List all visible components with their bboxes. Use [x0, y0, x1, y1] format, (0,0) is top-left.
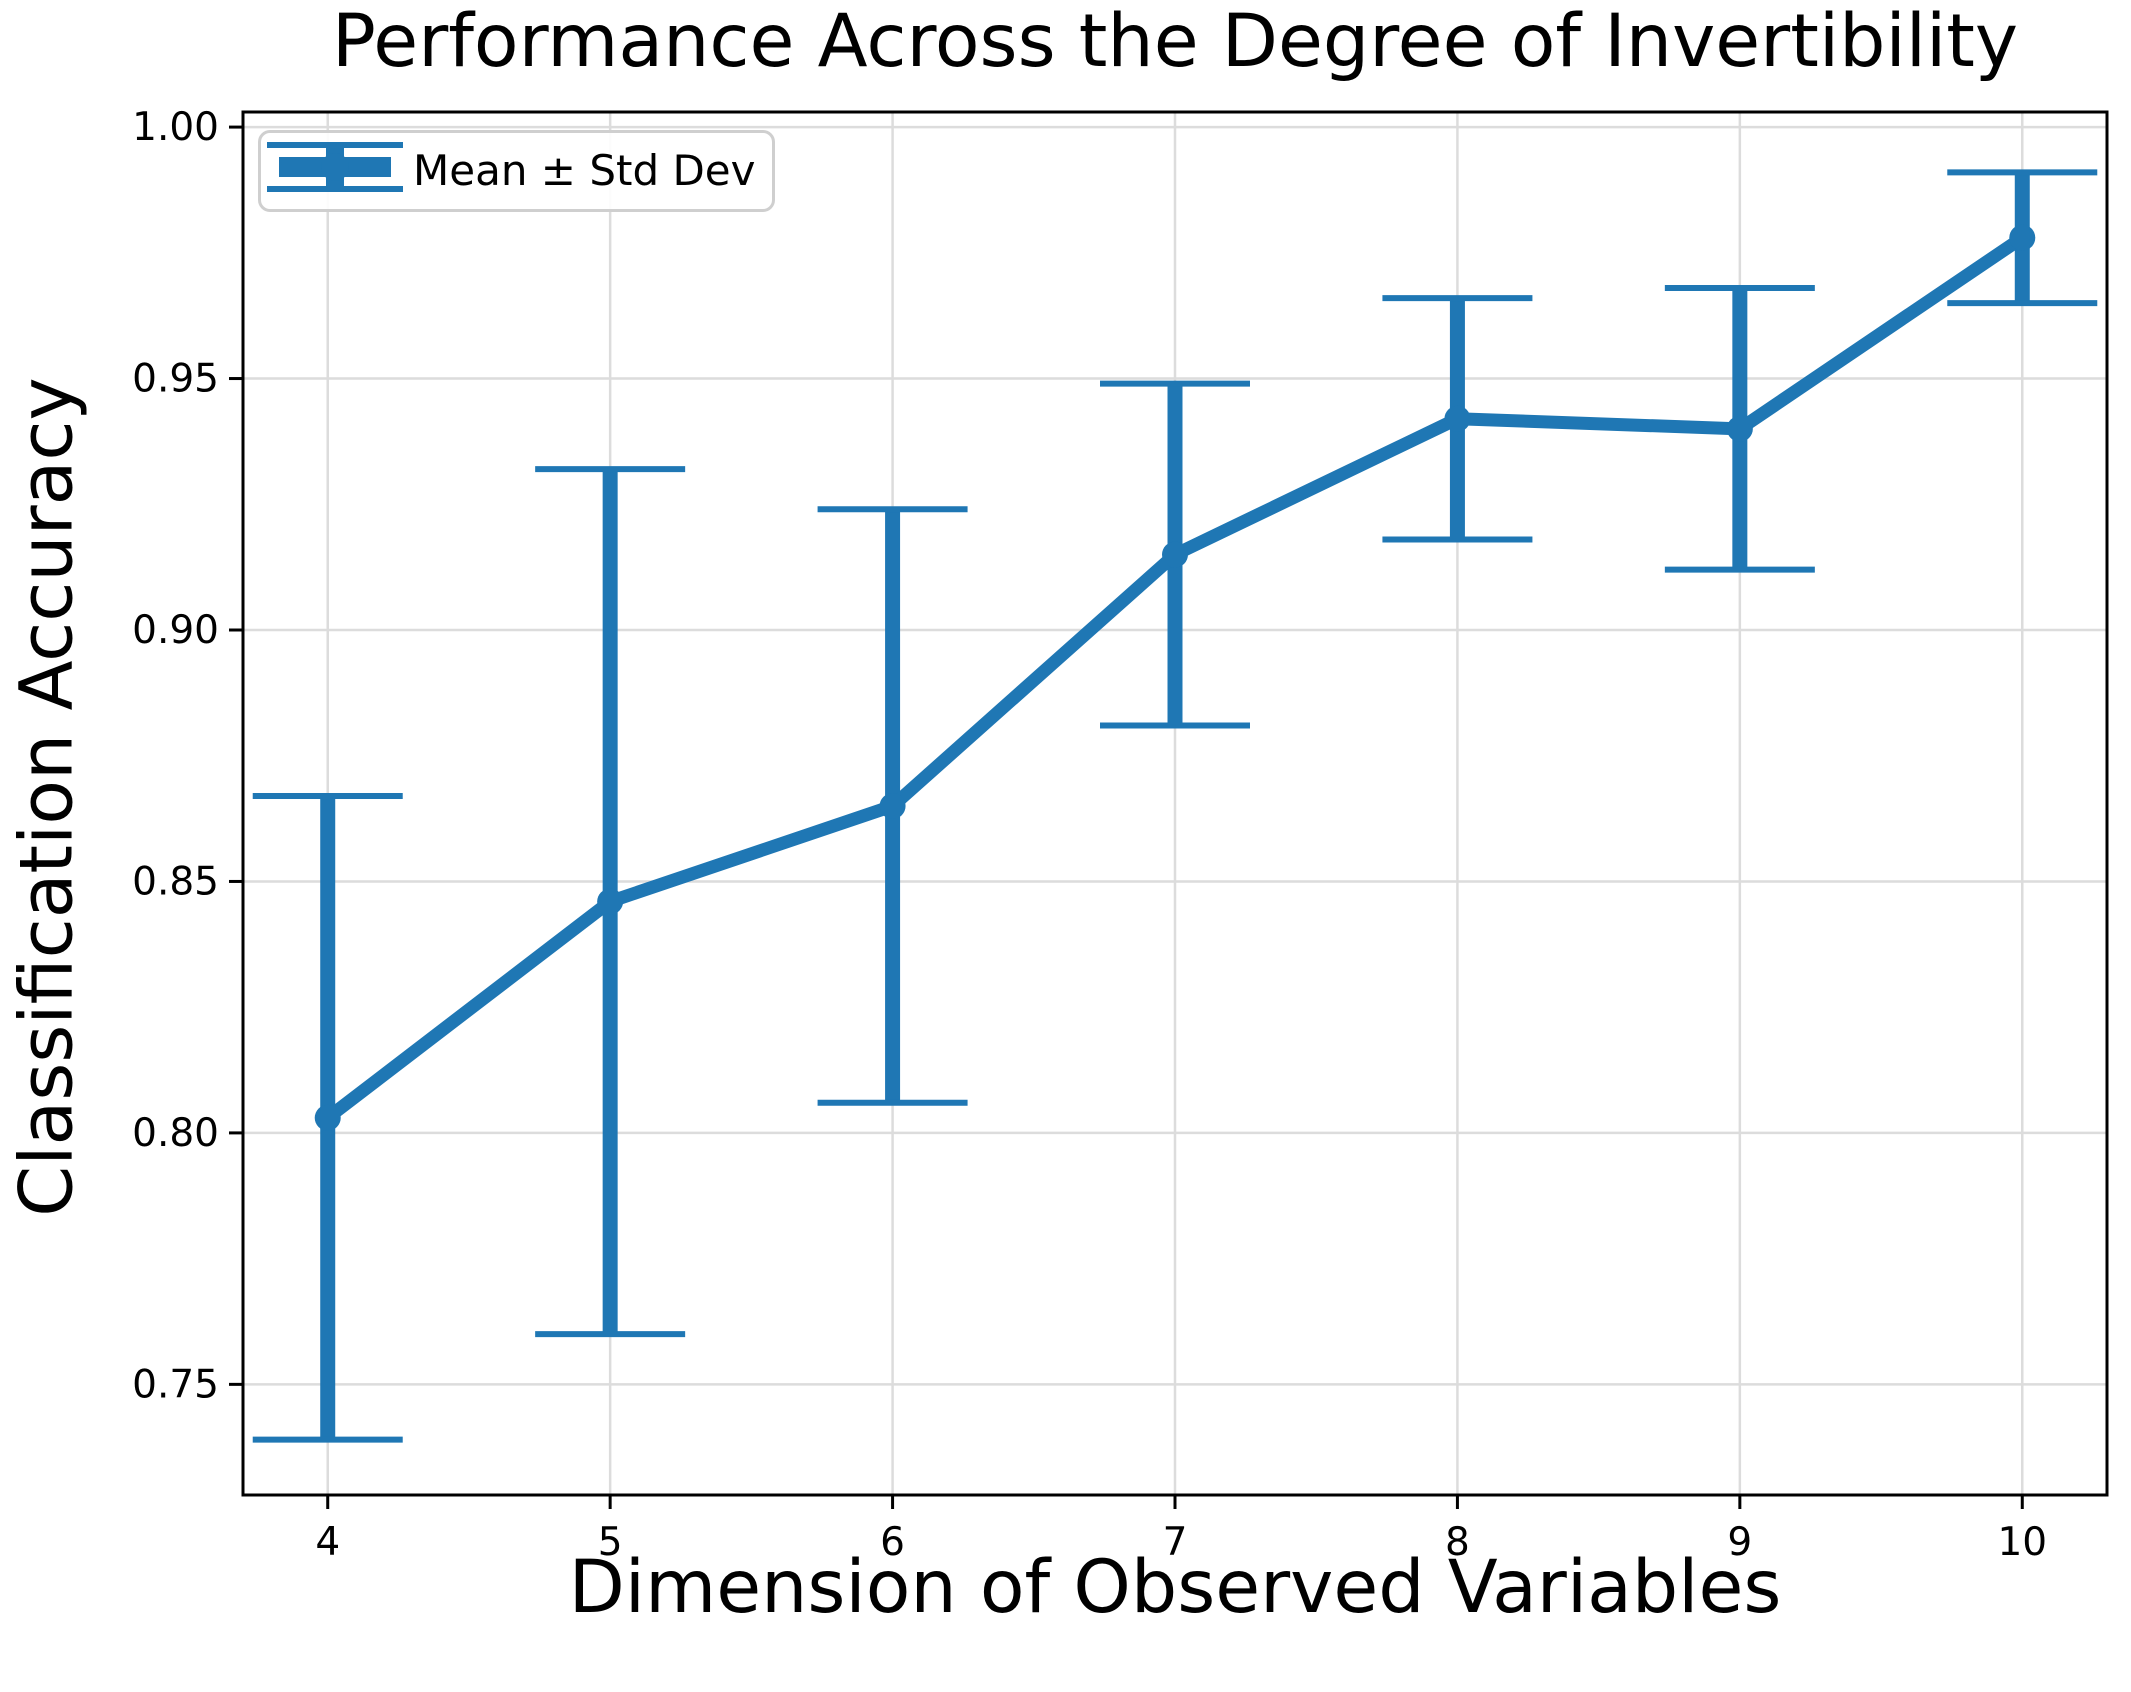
legend-errorbar-key: [267, 142, 403, 192]
x-tick-label: 4: [315, 1520, 340, 1565]
mean-marker: [1162, 541, 1188, 568]
chart-title: Performance Across the Degree of Inverti…: [331, 0, 2019, 84]
mean-marker: [1444, 405, 1471, 432]
mean-marker: [314, 1104, 341, 1131]
legend-marker-icon: [321, 153, 349, 181]
x-tick-label: 6: [880, 1520, 905, 1565]
y-tick-label: 0.80: [132, 1111, 219, 1156]
legend: Mean ± Std Dev: [258, 130, 775, 212]
y-axis-label: Classification Accuracy: [4, 377, 90, 1217]
y-tick-label: 1.00: [132, 105, 219, 150]
x-tick-label: 7: [1163, 1520, 1188, 1565]
mean-marker: [1726, 415, 1753, 442]
mean-marker: [879, 793, 906, 820]
x-tick-label: 10: [1997, 1520, 2047, 1565]
y-tick-label: 0.95: [132, 357, 219, 402]
y-tick-label: 0.75: [132, 1362, 219, 1407]
mean-marker: [597, 888, 624, 915]
mean-marker: [2009, 224, 2036, 251]
x-tick-label: 5: [598, 1520, 623, 1565]
legend-label: Mean ± Std Dev: [413, 146, 756, 195]
x-axis-label: Dimension of Observed Variables: [568, 1545, 1782, 1630]
y-tick-label: 0.90: [132, 608, 219, 653]
x-tick-label: 9: [1727, 1520, 1752, 1565]
x-tick-label: 8: [1445, 1520, 1470, 1565]
y-tick-label: 0.85: [132, 859, 219, 904]
